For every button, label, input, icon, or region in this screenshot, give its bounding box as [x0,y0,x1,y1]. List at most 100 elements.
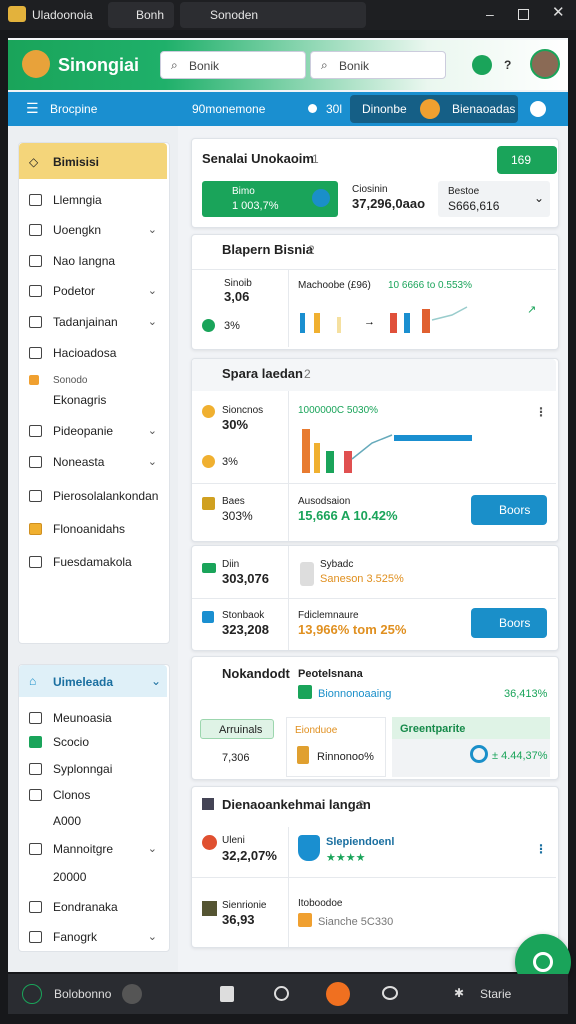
label: Boors [499,503,531,517]
sidebar-item[interactable]: Llemngia [29,187,157,213]
chip-box: Eionduoe Rinnonoo% [286,717,386,777]
tab[interactable]: Sonoden [210,8,259,22]
card-button[interactable]: 169 [497,146,557,174]
section-item[interactable]: Meunoasia [29,705,157,731]
tab-bg[interactable] [180,2,366,28]
taskbar-icon[interactable] [326,982,350,1006]
section-item[interactable]: Clonos [29,782,157,808]
taskbar-icon[interactable] [220,986,234,1002]
divider [288,827,289,947]
metric-value: 30% [222,417,249,432]
more[interactable]: ⋮ [535,842,547,856]
card-badge: 2 [308,243,315,257]
metric-label: Stonbaok [222,610,265,621]
card: Blapern Bisnia 2 Sinoib 3,06 3% Machoobe… [191,234,559,350]
sidebar-section: ⌂ Uimeleada ⌄ Meunoasia Scocio Syplonnga… [18,664,170,952]
app-icon [8,6,26,22]
divider [192,483,556,484]
section-item[interactable]: A000 [29,808,157,834]
sidebar-item[interactable]: Uoengkn ⌄ [29,217,157,243]
sidebar-item[interactable]: Noneasta ⌄ [29,449,157,475]
label: Llemngia [53,193,102,207]
label: Noneasta [53,455,105,469]
sidebar-item[interactable]: Pierosolalankondan [29,483,158,509]
label: Bimo [232,186,255,197]
action-button[interactable]: Boors [471,495,547,525]
taskbar-label[interactable]: Bolobonno [54,987,112,1001]
search-box[interactable]: ⌕ Bonik [310,51,446,79]
sidebar-item[interactable]: Nao Iangna [29,248,157,274]
card: Senalai Unokaoim 1 169 Bimo 1 003,7% Cio… [191,138,559,228]
item-name[interactable]: Slepiendoenl [326,836,395,848]
logo[interactable]: Sinongiai [58,55,139,75]
section-item[interactable]: Mannoitgre ⌄ [29,836,157,862]
maximize[interactable] [518,9,529,20]
label: Mannoitgre [53,842,114,856]
sidebar-item[interactable]: Flonoanidahs [29,516,157,542]
card-badge: 2 [358,798,365,812]
sidebar-item[interactable]: Podetor ⌄ [29,278,157,304]
search-placeholder: Bonik [339,59,370,73]
card-subtitle: Peotelsnana [298,668,363,680]
search-box[interactable]: ⌕ Bonik [160,51,306,79]
header: Sinongiai ⌕ Bonik ⌕ Bonik ? [8,40,568,90]
label: Greentparite [400,723,466,735]
metric-value: 7,306 [222,752,250,764]
taskbar-label[interactable]: Starie [480,987,512,1001]
label: Nao Iangna [53,254,116,268]
section-item[interactable]: Fanogrk ⌄ [29,924,157,950]
tab-bg[interactable] [108,2,174,28]
card: Diin 303,076 Sybadc Saneson 3.525% Stonb… [191,545,559,651]
chart-value: 1000000C 5030% [298,405,379,416]
metric-value: 15,666 A 10.42% [298,508,398,523]
more[interactable]: ⋮ [535,405,547,419]
nav-item[interactable]: 90monemone [192,102,266,116]
section-item[interactable]: Scocio [29,729,157,755]
label: Scocio [53,735,90,749]
sidebar-title[interactable]: Bimisisi [53,155,100,169]
card-header-bg [192,359,556,391]
card-title: Dienaoankehmai langan [222,797,371,812]
chip[interactable]: Arruinals [200,719,274,739]
section-item[interactable]: Syplonngai [29,756,157,782]
tab[interactable]: Uladoonoia [32,8,93,22]
label: Syplonngai [53,762,113,776]
section-header-bg [19,665,167,697]
rate: 36,413% [504,688,548,700]
label: Tadanjainan [53,315,118,329]
avatar[interactable] [530,49,560,79]
card-badge: 1 [312,152,319,166]
label: Pideopanie [53,424,114,438]
metric-value: 303% [222,509,253,523]
metric-label: Diin [222,559,240,570]
action-button[interactable]: Boors [471,608,547,638]
play[interactable] [530,101,546,117]
section-item[interactable]: Eondranaka [29,894,157,920]
notification[interactable] [472,55,492,75]
metric-label: Sienrionie [222,900,267,911]
svg-text:→: → [364,316,375,328]
sidebar-menu: ◇ Bimisisi Llemngia Uoengkn ⌄ Nao Iangna … [18,142,170,644]
section-header[interactable]: Uimeleada [53,675,114,689]
sidebar-item[interactable]: Pideopanie ⌄ [29,418,157,444]
sidebar-item[interactable]: Tadanjainan ⌄ [29,309,157,335]
nav-menu[interactable]: Brocpine [50,102,98,116]
card-title: Blapern Bisnia [222,242,314,257]
sidebar-item[interactable]: Hacioadosa [29,340,157,366]
sidebar-item[interactable]: Fuesdamakola [29,549,157,575]
metric-label: Sinoib [224,278,252,289]
tab[interactable]: Bonh [136,8,165,22]
section-item[interactable]: 20000 [29,864,157,890]
nav-tab[interactable]: Dinonbe [362,102,407,116]
nav-tab[interactable]: Bienaoadas [452,102,516,116]
label: Fanogrk [53,930,98,944]
metric-label: Uleni [222,835,245,846]
sidebar-item[interactable]: Ekonagris [29,387,157,413]
close[interactable]: ✕ [552,4,565,21]
minimize[interactable]: – [486,6,494,22]
help[interactable]: ? [504,58,512,72]
taskbar-icon[interactable] [382,986,398,1000]
link[interactable]: Bionnonoaaing [318,688,392,700]
divider [192,877,556,878]
taskbar-icon[interactable] [274,986,289,1001]
